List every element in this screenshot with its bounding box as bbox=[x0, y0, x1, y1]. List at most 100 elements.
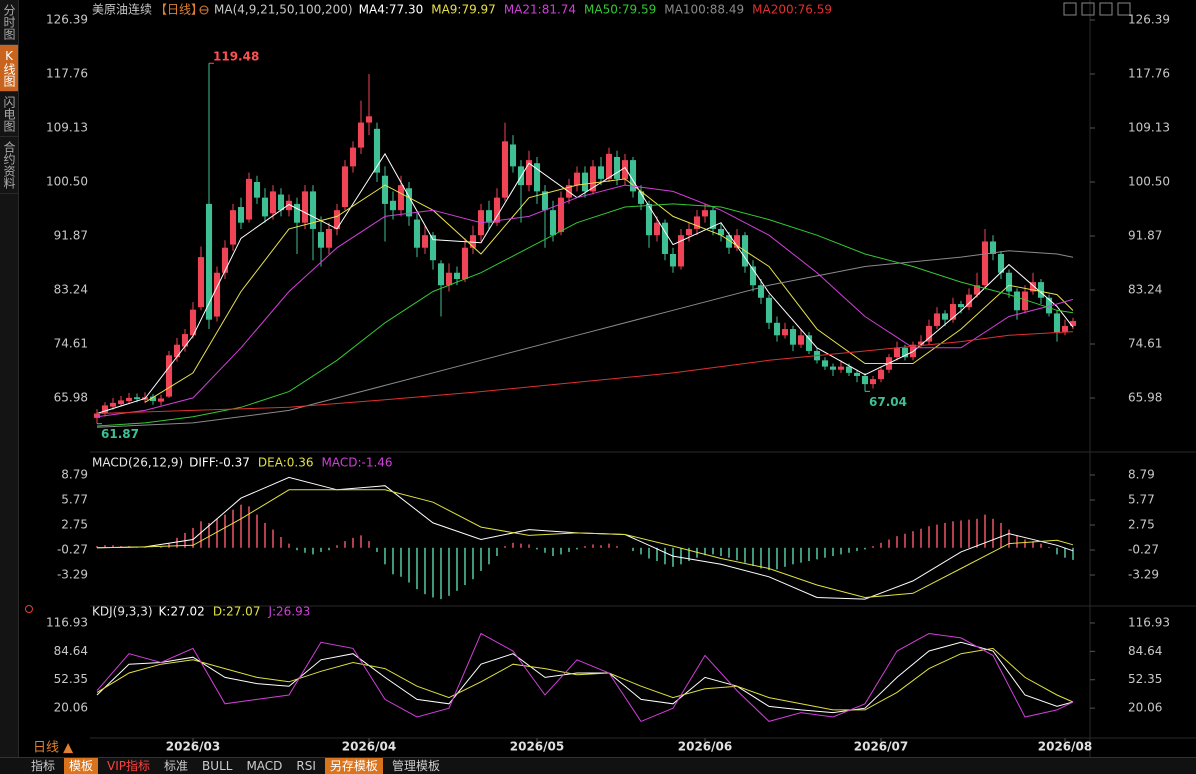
y-tick-label: 5.77 bbox=[61, 492, 88, 506]
window-button[interactable] bbox=[1063, 2, 1077, 16]
candle-body bbox=[509, 144, 517, 167]
sidebar-tab[interactable]: K线图 bbox=[0, 45, 18, 92]
candle-body bbox=[573, 172, 581, 186]
legend-entry: MA200:76.59 bbox=[752, 3, 832, 17]
y-tick-label: 84.64 bbox=[54, 644, 88, 658]
candle-body bbox=[613, 156, 621, 179]
candle-body bbox=[597, 166, 605, 179]
candle-body bbox=[941, 313, 949, 320]
toolbar-tab[interactable]: RSI bbox=[296, 759, 316, 773]
candle-body bbox=[821, 360, 829, 367]
candle-body bbox=[421, 235, 429, 248]
toolbar: 指标 模板 VIP指标 标准 BULL MACD RSI 另存模板 管理模板 bbox=[0, 757, 1196, 774]
sidebar-tab[interactable]: 分时图 bbox=[0, 0, 18, 45]
legend-entry: MACD:-1.46 bbox=[321, 456, 392, 470]
legend-entry: MA21:81.74 bbox=[504, 3, 576, 17]
candle-body bbox=[997, 253, 1005, 273]
toolbar-tab[interactable]: 指标 bbox=[31, 759, 56, 773]
candle-body bbox=[629, 160, 637, 192]
legend-entry: MA100:88.49 bbox=[664, 3, 744, 17]
candle-body bbox=[93, 413, 101, 418]
candle-body bbox=[877, 369, 885, 380]
candle-body bbox=[381, 175, 389, 204]
annotation: 61.87 bbox=[101, 427, 139, 441]
candle-body bbox=[1069, 320, 1077, 326]
toolbar-tab[interactable]: 模板 bbox=[64, 758, 99, 774]
window-button[interactable] bbox=[1099, 2, 1113, 16]
toolbar-tab[interactable]: MACD bbox=[246, 759, 283, 773]
candle-body bbox=[349, 147, 357, 167]
candle-body bbox=[661, 222, 669, 254]
candle-body bbox=[165, 355, 173, 397]
candle-body bbox=[933, 313, 941, 326]
period[interactable]: 【日线】 bbox=[155, 3, 203, 17]
y-tick-label: 74.61 bbox=[1128, 337, 1162, 351]
toolbar-tab[interactable]: 管理模板 bbox=[391, 759, 440, 773]
candle-body bbox=[277, 194, 285, 211]
candle-body bbox=[829, 366, 837, 370]
candle-body bbox=[765, 297, 773, 323]
candle-body bbox=[645, 203, 653, 236]
candle-body bbox=[149, 396, 157, 402]
window-button[interactable] bbox=[1081, 2, 1095, 16]
legend-entry: K:27.02 bbox=[159, 605, 205, 619]
candle-body bbox=[965, 294, 973, 308]
candle-body bbox=[285, 200, 293, 211]
candle-body bbox=[125, 397, 133, 402]
candle-body bbox=[397, 185, 405, 211]
candle-body bbox=[309, 191, 317, 229]
candle-body bbox=[109, 402, 117, 407]
y-tick-label: 126.39 bbox=[1128, 13, 1170, 27]
candle-body bbox=[157, 398, 165, 402]
y-tick-label: 117.76 bbox=[1128, 67, 1170, 81]
period-selector[interactable]: 日线 ▲ bbox=[33, 741, 73, 756]
sidebar-tab[interactable]: 合约资料 bbox=[0, 137, 18, 194]
candle-body bbox=[893, 347, 901, 358]
candle-body bbox=[677, 235, 685, 267]
candle-body bbox=[237, 207, 245, 223]
candle-body bbox=[581, 172, 589, 192]
candle-body bbox=[1013, 291, 1021, 311]
y-tick-label: 91.87 bbox=[1128, 229, 1162, 243]
candle-body bbox=[1053, 313, 1061, 333]
indicator-icon[interactable] bbox=[25, 605, 33, 613]
candle-body bbox=[901, 347, 909, 358]
candle-body bbox=[341, 166, 349, 208]
candle-body bbox=[757, 285, 765, 298]
window-button[interactable] bbox=[1117, 2, 1131, 16]
candle-body bbox=[173, 344, 181, 358]
candle-body bbox=[253, 182, 261, 198]
candle-body bbox=[317, 232, 325, 248]
toolbar-tab[interactable]: 标准 bbox=[164, 759, 189, 773]
legend-entry: MA4:77.30 bbox=[359, 3, 424, 17]
toolbar-tab[interactable]: BULL bbox=[202, 759, 233, 773]
y-tick-label: 109.13 bbox=[46, 121, 88, 135]
sidebar-tab[interactable]: 闪电图 bbox=[0, 92, 18, 137]
candle-body bbox=[693, 216, 701, 229]
candle-body bbox=[261, 197, 269, 217]
line-ma200 bbox=[96, 331, 1074, 414]
legend-entry: J:26.93 bbox=[267, 605, 310, 619]
candle-body bbox=[373, 128, 381, 173]
candle-body bbox=[957, 304, 965, 308]
y-tick-label: 74.61 bbox=[54, 337, 88, 351]
candle-body bbox=[269, 191, 277, 214]
candle-body bbox=[805, 335, 813, 351]
candle-body bbox=[845, 366, 853, 373]
y-tick-label: 5.77 bbox=[1128, 492, 1155, 506]
x-tick-label: 2026/06 bbox=[678, 740, 732, 754]
candle-body bbox=[773, 322, 781, 336]
toolbar-tab[interactable]: 另存模板 bbox=[324, 758, 383, 774]
candle-body bbox=[229, 210, 237, 245]
candle-body bbox=[117, 400, 125, 405]
candle-body bbox=[533, 163, 541, 192]
y-tick-label: -3.29 bbox=[1128, 568, 1159, 582]
toolbar-tab[interactable]: VIP指标 bbox=[107, 759, 151, 773]
y-tick-label: -0.27 bbox=[57, 543, 88, 557]
indicator-title: MACD(26,12,9) bbox=[92, 456, 183, 470]
candle-body bbox=[653, 222, 661, 236]
candle-body bbox=[853, 372, 861, 376]
candle-body bbox=[325, 228, 333, 248]
candle-body bbox=[221, 247, 229, 273]
candle-body bbox=[837, 366, 845, 370]
